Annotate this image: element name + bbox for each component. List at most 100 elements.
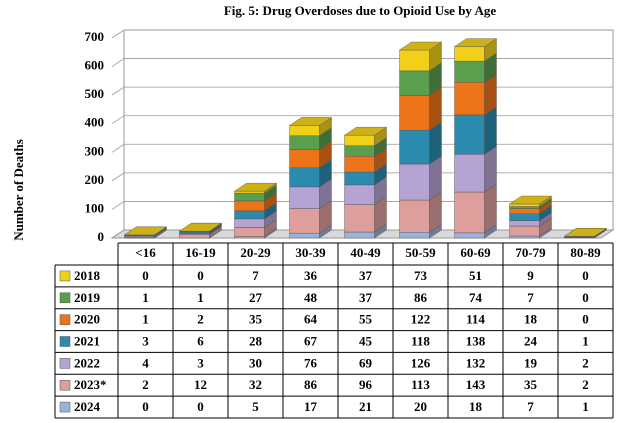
table-value: 55 xyxy=(359,312,373,327)
bar-segment xyxy=(509,203,540,207)
table-value: 0 xyxy=(142,268,149,283)
grid-line xyxy=(111,29,613,39)
y-tick-label: 400 xyxy=(85,115,105,130)
bar-segment xyxy=(234,210,265,220)
table-value: 1 xyxy=(582,399,589,414)
legend-label: 2018 xyxy=(74,268,101,283)
legend-swatch xyxy=(59,314,71,325)
y-tick-label: 700 xyxy=(85,29,105,44)
table-value: 18 xyxy=(469,399,483,414)
bar-segment xyxy=(399,232,430,239)
bar-segment xyxy=(234,236,265,239)
bar-segment xyxy=(234,190,265,194)
table-value: 3 xyxy=(142,333,149,348)
grid-line xyxy=(111,201,613,210)
table-value: 36 xyxy=(304,268,318,283)
legend-swatch xyxy=(59,379,71,391)
bar-segment xyxy=(399,95,430,131)
table-value: 37 xyxy=(359,290,373,305)
table-value: 73 xyxy=(414,268,428,283)
table-value: 20 xyxy=(414,399,427,414)
table-value: 86 xyxy=(414,290,428,305)
x-tick-label: 40-49 xyxy=(350,245,381,260)
bar-segment xyxy=(454,154,485,193)
bar-segment xyxy=(344,134,375,146)
bar-segment xyxy=(454,82,485,116)
table-value: 35 xyxy=(524,377,538,392)
legend-swatch xyxy=(59,336,71,347)
bar-segment xyxy=(289,232,320,239)
bar-segment xyxy=(344,171,375,186)
x-tick-label: <16 xyxy=(135,245,156,260)
table-value: 69 xyxy=(359,355,373,370)
bar-top xyxy=(453,38,498,47)
bar-segment xyxy=(454,46,485,62)
bar-segment xyxy=(399,199,430,233)
grid-line xyxy=(111,229,613,239)
bar-segment xyxy=(509,225,540,237)
bar-segment xyxy=(344,184,375,205)
bar-segment xyxy=(344,156,375,173)
bar-segment xyxy=(289,167,320,188)
bar-segment xyxy=(399,70,430,96)
bar-top xyxy=(178,222,223,232)
bar-segment xyxy=(509,213,540,221)
table-value: 0 xyxy=(142,399,149,414)
table-value: 2 xyxy=(197,312,204,327)
table-value: 24 xyxy=(524,333,538,348)
bar-side xyxy=(484,106,497,155)
legend-swatch xyxy=(59,292,71,304)
table-value: 21 xyxy=(359,399,372,414)
grid-line xyxy=(111,172,613,182)
legend-label: 2024 xyxy=(74,399,101,414)
table-value: 28 xyxy=(249,333,263,348)
table-value: 37 xyxy=(359,268,373,283)
table-value: 96 xyxy=(359,377,373,392)
table-value: 114 xyxy=(466,312,485,327)
bar-segment xyxy=(454,191,485,234)
x-tick-label: 30-39 xyxy=(295,245,326,260)
legend-swatch xyxy=(59,270,71,282)
x-tick-label: 70-79 xyxy=(515,245,546,260)
legend-label: 2023* xyxy=(74,377,107,392)
bar-segment xyxy=(289,125,320,136)
bar-top xyxy=(508,195,553,205)
bar-segment xyxy=(179,234,210,239)
y-tick-label: 0 xyxy=(98,229,105,244)
grid-line xyxy=(111,115,613,125)
table-value: 48 xyxy=(304,290,318,305)
bar-segment xyxy=(509,220,540,227)
y-tick-label: 500 xyxy=(85,86,105,101)
legend-swatch xyxy=(59,401,71,413)
bar-top xyxy=(123,226,168,236)
table-value: 4 xyxy=(142,355,149,370)
table-value: 1 xyxy=(142,290,149,305)
table-value: 126 xyxy=(411,355,431,370)
table-value: 19 xyxy=(524,355,538,370)
table-value: 0 xyxy=(197,268,204,283)
bar-segment xyxy=(234,227,265,237)
bar-segment xyxy=(289,186,320,209)
table-value: 1 xyxy=(197,290,204,305)
bar-top xyxy=(398,41,443,51)
bar-segment xyxy=(454,60,485,83)
legend-swatch xyxy=(59,358,71,369)
bar-segment xyxy=(399,49,430,72)
bar-segment xyxy=(509,235,540,239)
table-value: 18 xyxy=(524,312,538,327)
table-value: 122 xyxy=(411,312,431,327)
table-value: 132 xyxy=(466,355,486,370)
table-value: 1 xyxy=(142,312,149,327)
legend-label: 2019 xyxy=(74,290,101,305)
table-value: 0 xyxy=(582,268,589,283)
y-tick-label: 200 xyxy=(85,172,105,187)
table-value: 86 xyxy=(304,377,318,392)
bar-segment xyxy=(289,149,320,168)
bar-top xyxy=(288,117,333,126)
table-value: 5 xyxy=(252,399,259,414)
table-value: 113 xyxy=(411,377,430,392)
table-value: 2 xyxy=(142,377,149,392)
bar-segment xyxy=(289,208,320,234)
table-value: 76 xyxy=(304,355,318,370)
